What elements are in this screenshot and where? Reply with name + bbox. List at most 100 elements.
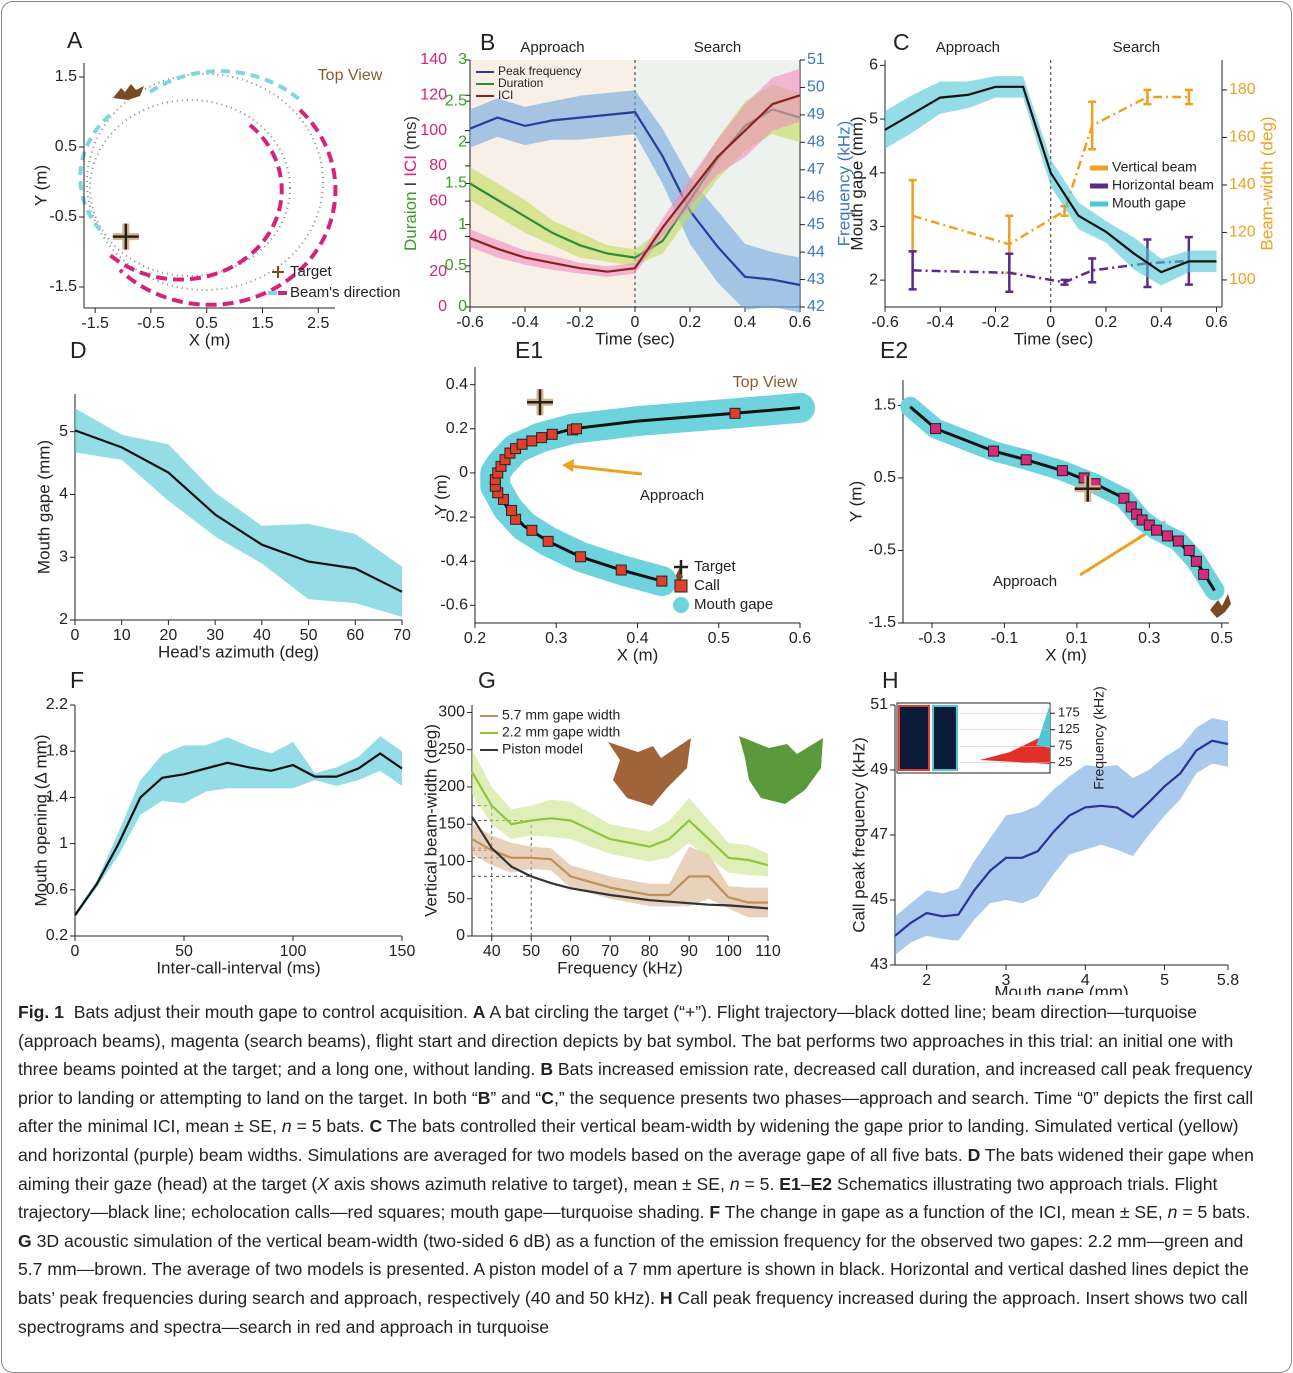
series-line xyxy=(74,752,403,916)
y-tick-label: 1 xyxy=(458,216,467,233)
y-tick-label: 100 xyxy=(1229,271,1256,288)
caption-text: n xyxy=(1167,1202,1178,1223)
target xyxy=(1074,475,1101,502)
series-line xyxy=(469,94,801,273)
x-tick-label: 3 xyxy=(1002,972,1011,989)
y-tick-label: 47 xyxy=(870,826,888,843)
caption-text: = 5. xyxy=(739,1173,780,1194)
panel-letter: A xyxy=(67,27,83,53)
caption-text: axis shows azimuth relative to target), … xyxy=(329,1173,730,1194)
arrow-head xyxy=(562,459,574,472)
inset-tick-label: 175 xyxy=(1058,705,1080,720)
y-tick-label: 150 xyxy=(438,815,465,832)
series-line xyxy=(74,429,403,593)
x-tick-label: 2.5 xyxy=(307,315,329,332)
y-tick-label: 2 xyxy=(869,271,878,288)
caption-text: ,” the sequence presents two phases—appr… xyxy=(18,1087,1259,1137)
series-line xyxy=(884,85,1217,274)
y-tick-label: 2.2 xyxy=(46,696,68,713)
y-tick-label: -0.5 xyxy=(49,208,77,225)
x-tick-label: 0 xyxy=(71,943,80,960)
y-tick-label: 45 xyxy=(807,216,825,233)
panel-letter: G xyxy=(478,667,496,693)
caption-text: Fig. 1 xyxy=(18,1002,64,1022)
caption-text: E1 xyxy=(779,1173,801,1194)
y-axis-label-part: I xyxy=(401,182,420,187)
error-bar xyxy=(1088,100,1097,151)
legend-label: Duration xyxy=(498,76,543,90)
x-tick-label: 0.2 xyxy=(1095,314,1117,331)
target xyxy=(112,223,139,250)
y-tick-label: 50 xyxy=(447,890,465,907)
panel-letter: F xyxy=(70,667,84,693)
y-tick-label: 180 xyxy=(1229,81,1256,98)
inset-tick-label: 125 xyxy=(1058,721,1080,736)
caption-text: Bats increased emission rate, decreased … xyxy=(18,1059,1258,1108)
x-tick-label: 0.4 xyxy=(626,630,648,647)
y-tick-label: 1.5 xyxy=(874,397,896,414)
bat-icon xyxy=(1210,594,1231,618)
y-tick-label: 100 xyxy=(438,853,465,870)
beam-direction xyxy=(148,69,302,102)
legend-symbol xyxy=(272,266,284,278)
x-tick-label: -0.4 xyxy=(926,314,954,331)
panel-letter: C xyxy=(893,29,910,55)
legend-label: 2.2 mm gape width xyxy=(502,724,620,740)
x-tick-label: 0 xyxy=(631,314,640,331)
y-tick-label: 40 xyxy=(429,228,447,245)
series-line xyxy=(469,110,801,287)
legend-symbol xyxy=(673,597,689,613)
y-tick-label: 2.5 xyxy=(445,92,467,109)
x-tick-label: 0.2 xyxy=(679,314,701,331)
call-marker xyxy=(1190,555,1202,567)
beam-direction xyxy=(78,113,112,232)
x-tick-label: 0.5 xyxy=(708,630,730,647)
y-tick-label: 48 xyxy=(807,134,825,151)
caption-text: Call peak frequency increased during the… xyxy=(18,1287,1253,1337)
y-tick-label: 3 xyxy=(458,51,467,68)
caption-text: A bat circling the target (“+”). Flight … xyxy=(18,1002,1239,1080)
y-tick-label: 5 xyxy=(59,423,68,440)
y-tick-label: 1.5 xyxy=(445,175,467,192)
y-tick-label: 300 xyxy=(438,704,465,721)
call-marker xyxy=(656,575,668,587)
caption-text: A xyxy=(472,1002,486,1022)
error-band xyxy=(470,68,800,277)
x-tick-label: 0.3 xyxy=(1138,630,1160,647)
x-tick-label: 0.6 xyxy=(789,314,811,331)
y-tick-label: 6 xyxy=(869,57,878,74)
y-tick-label: 4 xyxy=(869,164,878,181)
y-tick-label: 0 xyxy=(458,298,467,315)
caption-text: B xyxy=(477,1087,491,1108)
error-bar xyxy=(1088,257,1097,284)
caption-text: The bats widened their gape when aiming … xyxy=(18,1144,1259,1194)
y-tick-label: 0 xyxy=(456,927,465,944)
caption-text: 3D acoustic simulation of the vertical b… xyxy=(18,1230,1254,1308)
caption-text: D xyxy=(967,1144,981,1165)
x-tick-label: -0.1 xyxy=(991,630,1019,647)
caption-text: B xyxy=(540,1059,554,1080)
call-marker xyxy=(526,435,538,447)
caption-text: H xyxy=(659,1287,673,1308)
y-tick-label: -1.5 xyxy=(868,614,896,631)
y-tick-label: 45 xyxy=(870,891,888,908)
series-line xyxy=(471,816,769,910)
x-axis-label: Head's azimuth (deg) xyxy=(158,642,319,661)
legend-label: Horizontal beam xyxy=(1112,177,1214,193)
panel-letter: H xyxy=(882,667,899,693)
series-line xyxy=(894,739,1229,937)
legend-label: Peak frequency xyxy=(498,64,581,78)
y-axis-label: Vertical beam-width (deg) xyxy=(421,724,440,917)
y-tick-label: 0.2 xyxy=(446,420,468,437)
x-tick-label: -0.4 xyxy=(511,314,539,331)
x-tick-label: 0 xyxy=(71,627,80,644)
legend-label: Call xyxy=(694,577,720,594)
y-tick-label: 0.5 xyxy=(874,469,896,486)
y-tick-label: -1.5 xyxy=(49,278,77,295)
x-tick-label: 50 xyxy=(300,627,318,644)
caption-text: = 5 bats. xyxy=(291,1116,370,1137)
x-tick-label: 40 xyxy=(483,943,501,960)
y-tick-label: 20 xyxy=(429,263,447,280)
